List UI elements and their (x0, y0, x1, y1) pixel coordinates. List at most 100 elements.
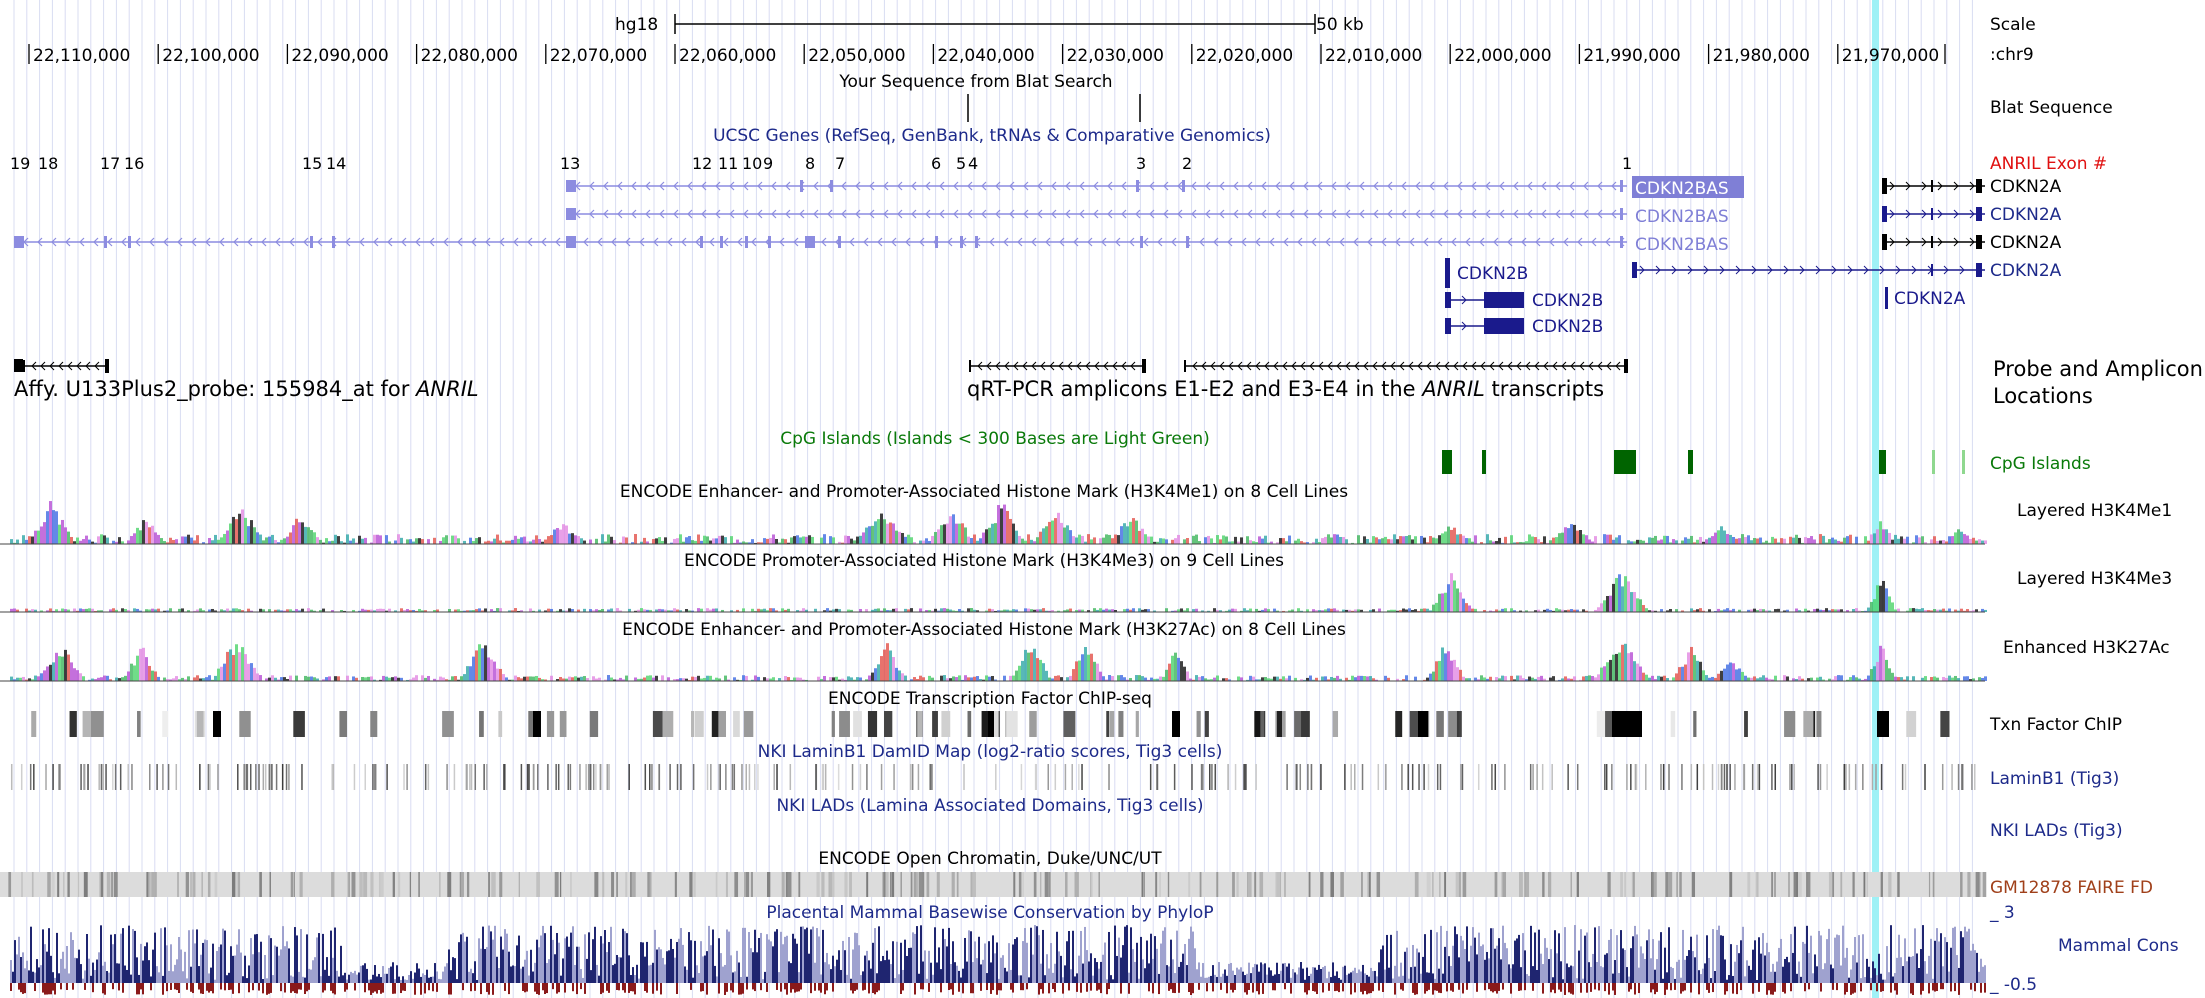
tfbs-cluster[interactable] (662, 711, 674, 737)
tfbs-cluster[interactable] (1395, 711, 1403, 737)
cdkn2a-exon[interactable] (1976, 235, 1982, 249)
cdkn2a-label[interactable]: CDKN2A (1894, 289, 1966, 309)
cdkn2bas-1-exon[interactable] (1620, 180, 1623, 192)
tfbs-cluster[interactable] (533, 711, 541, 737)
cdkn2a-exon[interactable] (1882, 206, 1887, 222)
tfbs-cluster[interactable] (988, 711, 994, 737)
cdkn2a-exon[interactable] (1882, 234, 1887, 250)
cdkn2a-exon[interactable] (1976, 207, 1982, 221)
cdkn2bas-1-exon[interactable] (800, 180, 803, 192)
tfbs-cluster[interactable] (1301, 711, 1310, 737)
cdkn2a-label[interactable]: CDKN2A (1990, 205, 2062, 225)
cdkn2bas-3-exon[interactable] (1186, 236, 1189, 248)
cdkn2bas-1-exon[interactable] (1136, 180, 1139, 192)
cdkn2bas-3-exon[interactable] (14, 236, 24, 248)
tfbs-cluster[interactable] (1940, 711, 1950, 737)
cpg-island[interactable] (1962, 450, 1965, 474)
tfbs-cluster[interactable] (716, 711, 727, 737)
cdkn2bas-2-exon[interactable] (1620, 208, 1623, 220)
cdkn2a-exon[interactable] (1976, 179, 1982, 193)
tfbs-cluster[interactable] (1436, 711, 1444, 737)
cdkn2bas-3-exon[interactable] (104, 236, 107, 248)
tfbs-cluster[interactable] (1063, 711, 1076, 737)
cdkn2bas-1-exon[interactable] (830, 180, 833, 192)
tfbs-cluster[interactable] (831, 711, 835, 737)
tfbs-cluster[interactable] (528, 711, 534, 737)
tfbs-cluster[interactable] (479, 711, 484, 737)
cdkn2bas-label-box[interactable] (1632, 176, 1744, 198)
tfbs-cluster[interactable] (1409, 711, 1421, 737)
cdkn2bas-3-exon[interactable] (1620, 236, 1623, 248)
cdkn2bas-3-exon[interactable] (700, 236, 703, 248)
tfbs-cluster[interactable] (967, 711, 972, 737)
tfbs-cluster[interactable] (1260, 711, 1265, 737)
tfbs-cluster[interactable] (1803, 711, 1814, 737)
tfbs-cluster[interactable] (1276, 711, 1283, 737)
tfbs-cluster[interactable] (853, 711, 862, 737)
cdkn2bas-2-exon[interactable] (566, 208, 576, 220)
tfbs-cluster[interactable] (559, 711, 567, 737)
tfbs-cluster[interactable] (69, 711, 77, 737)
tfbs-cluster[interactable] (733, 711, 740, 737)
cdkn2b-label[interactable]: CDKN2B (1532, 317, 1603, 337)
tfbs-cluster[interactable] (1172, 711, 1180, 737)
tfbs-cluster[interactable] (1906, 711, 1917, 737)
cpg-island[interactable] (1614, 450, 1636, 474)
cdkn2bas-3-exon[interactable] (935, 236, 938, 248)
cdkn2a-label[interactable]: CDKN2A (1990, 177, 2062, 197)
tfbs-cluster[interactable] (1744, 711, 1748, 737)
cdkn2bas-label[interactable]: CDKN2BAS (1635, 235, 1729, 255)
cdkn2bas-3-exon[interactable] (720, 236, 723, 248)
cdkn2b-exon[interactable] (1445, 318, 1451, 334)
tfbs-cluster[interactable] (981, 711, 994, 737)
tfbs-cluster[interactable] (1816, 711, 1822, 737)
cdkn2bas-1-exon[interactable] (566, 180, 576, 192)
tfbs-cluster[interactable] (941, 711, 951, 737)
tfbs-cluster[interactable] (1693, 711, 1697, 737)
cdkn2bas-3-exon[interactable] (805, 236, 815, 248)
cdkn2a-label[interactable]: CDKN2A (1990, 233, 2062, 253)
cdkn2a-exon[interactable] (1632, 262, 1637, 278)
cpg-island[interactable] (1442, 450, 1452, 474)
cdkn2b-exon[interactable] (1484, 292, 1524, 308)
tfbs-cluster[interactable] (1418, 711, 1428, 737)
tfbs-cluster[interactable] (442, 711, 454, 737)
tfbs-cluster[interactable] (293, 711, 305, 737)
cdkn2bas-label[interactable]: CDKN2BAS (1635, 179, 1729, 199)
tfbs-cluster[interactable] (867, 711, 878, 737)
cdkn2bas-label[interactable]: CDKN2BAS (1635, 207, 1729, 227)
tfbs-cluster[interactable] (694, 711, 704, 737)
tfbs-cluster[interactable] (1877, 711, 1889, 737)
tfbs-cluster[interactable] (652, 711, 665, 737)
tfbs-cluster[interactable] (1784, 711, 1796, 737)
tfbs-cluster[interactable] (917, 711, 923, 737)
tfbs-cluster[interactable] (691, 711, 695, 737)
cdkn2bas-3-exon[interactable] (838, 236, 841, 248)
tfbs-cluster[interactable] (932, 711, 938, 737)
tfbs-cluster[interactable] (498, 711, 503, 737)
tfbs-cluster[interactable] (31, 711, 37, 737)
tfbs-cluster[interactable] (1670, 711, 1676, 737)
tfbs-cluster[interactable] (370, 711, 378, 737)
cdkn2bas-3-exon[interactable] (768, 236, 771, 248)
cdkn2b-label[interactable]: CDKN2B (1457, 264, 1528, 284)
tfbs-cluster[interactable] (1254, 711, 1266, 737)
tfbs-cluster[interactable] (1029, 711, 1037, 737)
tfbs-cluster[interactable] (992, 711, 999, 737)
tfbs-cluster[interactable] (743, 711, 754, 737)
tfbs-cluster[interactable] (1135, 711, 1139, 737)
cdkn2bas-3-exon[interactable] (310, 236, 313, 248)
cdkn2a-exon[interactable] (1931, 264, 1933, 276)
cdkn2a-exon[interactable] (1882, 178, 1887, 194)
cdkn2bas-3-exon[interactable] (960, 236, 963, 248)
tfbs-cluster[interactable] (239, 711, 251, 737)
tfbs-cluster[interactable] (137, 711, 141, 737)
cdkn2bas-3-exon[interactable] (128, 236, 131, 248)
cdkn2a-label[interactable]: CDKN2A (1990, 261, 2062, 281)
tfbs-cluster[interactable] (546, 711, 555, 737)
cdkn2a-exon[interactable] (1931, 180, 1933, 192)
cdkn2bas-3-exon[interactable] (975, 236, 978, 248)
cpg-island[interactable] (1482, 450, 1486, 474)
tfbs-cluster[interactable] (1196, 711, 1201, 737)
cdkn2bas-3-exon[interactable] (745, 236, 748, 248)
